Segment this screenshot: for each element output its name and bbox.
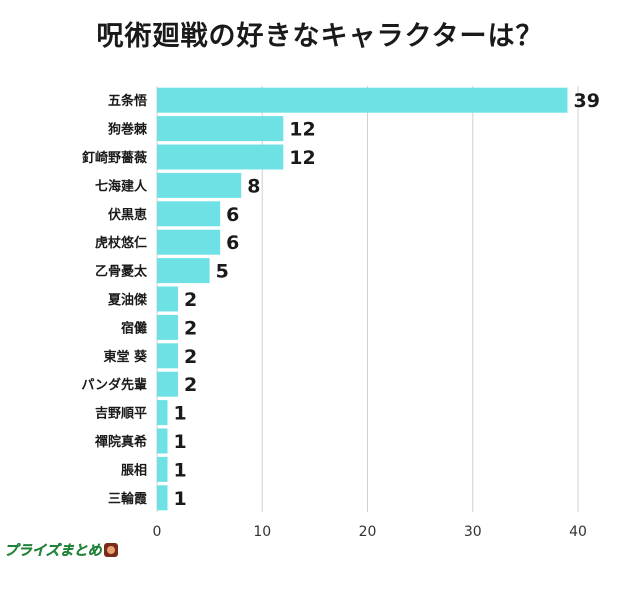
- x-tick-label: 20: [359, 524, 377, 540]
- category-label: 宿儺: [121, 320, 147, 336]
- bar: [157, 286, 179, 312]
- bars: [157, 87, 568, 511]
- x-tick-label: 30: [464, 524, 482, 540]
- x-tick-label: 0: [153, 524, 162, 540]
- x-axis-ticks: 0 10 20 30 40: [153, 524, 587, 540]
- bar: [157, 343, 179, 369]
- value-label: 5: [216, 261, 229, 283]
- category-label: 三輪霞: [108, 491, 148, 507]
- category-label: 七海建人: [95, 178, 148, 194]
- value-label: 2: [184, 346, 197, 368]
- category-label: 夏油傑: [107, 292, 148, 308]
- value-label: 1: [174, 459, 187, 481]
- watermark-logo: プライズまとめ: [4, 543, 102, 559]
- mascot-icon: [103, 543, 118, 557]
- category-label: 五条悟: [108, 93, 147, 109]
- value-label: 12: [289, 119, 315, 141]
- bar: [157, 428, 168, 454]
- category-label: 脹相: [121, 462, 147, 478]
- value-label: 12: [289, 147, 315, 169]
- value-label: 8: [247, 175, 260, 197]
- bar: [157, 258, 210, 284]
- category-label: 釘崎野薔薇: [82, 150, 147, 166]
- bar: [157, 87, 568, 113]
- value-label: 39: [573, 90, 599, 112]
- bar: [157, 371, 179, 397]
- value-label: 6: [226, 204, 239, 226]
- watermark: プライズまとめ: [4, 540, 118, 560]
- category-label: パンダ先輩: [81, 377, 147, 393]
- category-label: 乙骨憂太: [95, 264, 148, 280]
- chart-title: 呪術廻戦の好きなキャラクターは？: [96, 21, 544, 52]
- category-label: 禪院真希: [94, 434, 147, 450]
- value-label: 2: [184, 374, 197, 396]
- bar: [157, 172, 242, 198]
- value-label: 1: [174, 431, 187, 453]
- bar: [157, 314, 179, 340]
- bar: [157, 229, 221, 255]
- value-label: 2: [184, 289, 197, 311]
- bar: [157, 201, 221, 227]
- bar: [157, 400, 168, 426]
- x-tick-label: 40: [569, 524, 587, 540]
- bar: [157, 144, 284, 170]
- value-label: 1: [174, 403, 187, 425]
- category-label: 虎杖悠仁: [95, 235, 147, 251]
- value-label: 2: [184, 317, 197, 339]
- value-label: 1: [174, 488, 187, 510]
- bar: [157, 485, 168, 511]
- category-label: 狗巻棘: [108, 122, 148, 138]
- category-label: 吉野順平: [95, 407, 147, 422]
- x-tick-label: 10: [253, 524, 271, 540]
- bar: [157, 116, 284, 142]
- value-label: 6: [226, 232, 239, 254]
- category-label: 東堂 葵: [103, 349, 148, 365]
- category-label: 伏黒恵: [108, 207, 147, 223]
- bar: [157, 456, 168, 482]
